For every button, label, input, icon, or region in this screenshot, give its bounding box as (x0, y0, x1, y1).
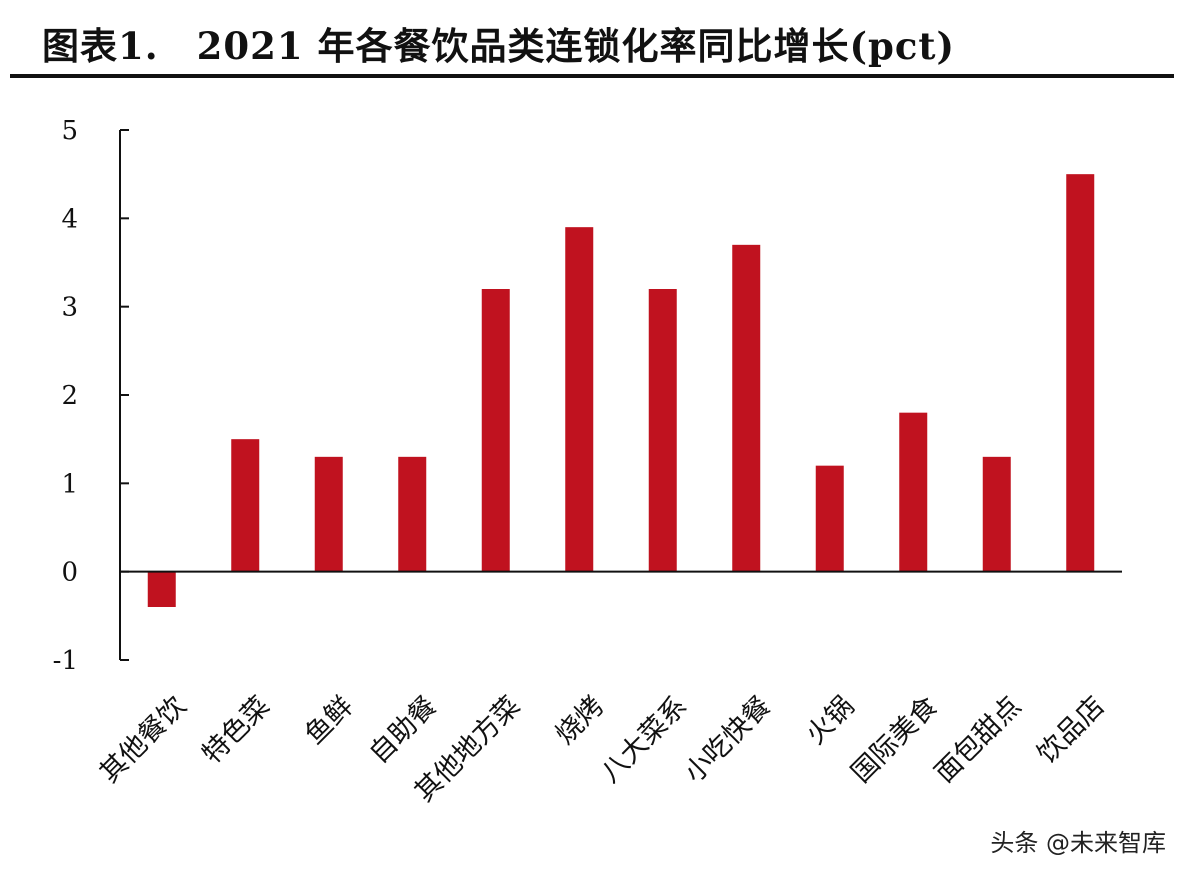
y-tick-label: 2 (61, 381, 78, 411)
y-axis-ticks: -1 0 1 2 3 4 5 (53, 116, 129, 676)
y-tick-label: 3 (61, 293, 78, 323)
y-tick-label: 5 (61, 116, 78, 146)
x-category-label: 八大菜系 (595, 691, 693, 789)
x-category-label: 鱼鲜 (299, 691, 359, 751)
x-category-label: 国际美食 (845, 691, 943, 789)
y-tick-label: 0 (61, 558, 78, 588)
bars (147, 174, 1095, 607)
bar-8 (815, 465, 844, 572)
y-tick-label: -1 (53, 646, 78, 676)
x-category-label: 自助餐 (364, 691, 443, 770)
bar-10 (982, 456, 1011, 572)
chart-title: 图表1. 2021 年各餐饮品类连锁化率同比增长(pct) (42, 24, 955, 68)
bar-1 (231, 439, 260, 572)
x-category-label: 饮品店 (1032, 691, 1111, 770)
bar-7 (732, 244, 761, 572)
bar-4 (481, 289, 510, 572)
y-tick-label: 1 (61, 469, 78, 499)
title-underline (10, 74, 1174, 78)
x-category-label: 火锅 (800, 691, 860, 751)
x-category-label: 烧烤 (550, 691, 610, 751)
bar-0 (147, 571, 176, 607)
bar-5 (565, 227, 594, 572)
x-category-label: 面包甜点 (929, 691, 1027, 789)
bar-2 (314, 456, 343, 572)
watermark: 头条 @未来智库 (990, 829, 1166, 857)
bar-6 (648, 289, 677, 572)
x-category-label: 其他餐饮 (94, 691, 192, 789)
x-category-label: 特色菜 (197, 691, 276, 770)
bar-11 (1066, 174, 1095, 572)
bar-3 (398, 456, 427, 572)
bar-9 (899, 412, 928, 572)
x-category-label: 小吃快餐 (678, 691, 776, 789)
y-tick-label: 4 (61, 204, 78, 234)
